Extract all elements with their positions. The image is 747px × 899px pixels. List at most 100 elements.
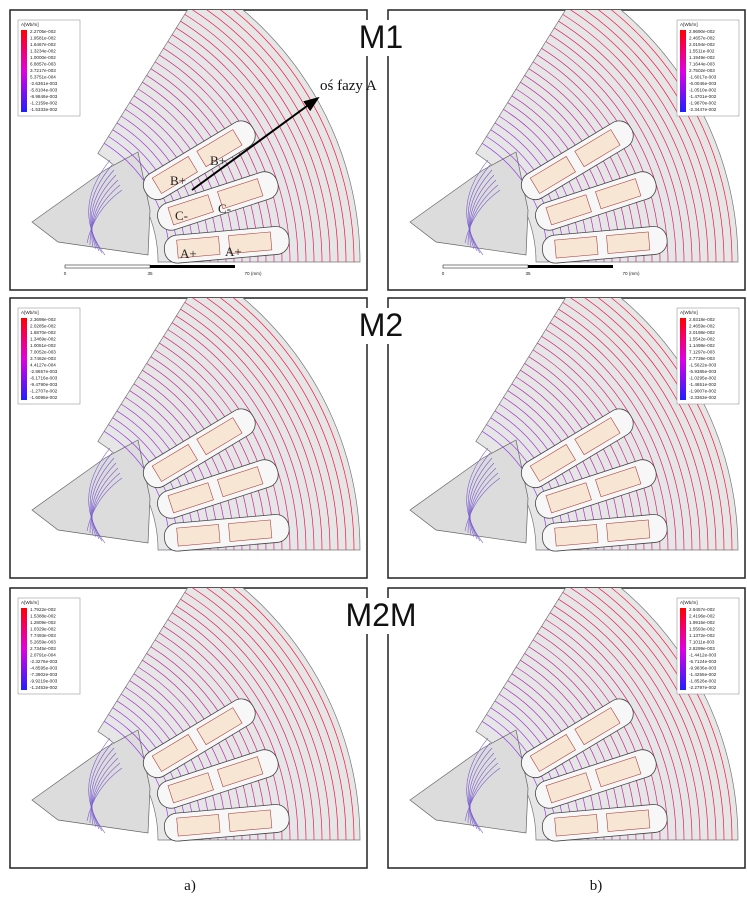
legend-value: 7.1011e-003 [689, 640, 715, 645]
motor-section [409, 298, 739, 552]
flux-line [176, 315, 307, 551]
legend-value: 2.4196e-002 [689, 614, 715, 619]
coil [217, 756, 264, 788]
legend-value: 1.6870e-002 [30, 330, 56, 335]
rotor-flux-line [86, 767, 123, 822]
row-label: M1 [359, 19, 403, 55]
legend-colorbar [21, 608, 27, 690]
row-label-bg [321, 20, 441, 56]
legend-value: -1.0510e-002 [689, 88, 717, 93]
slot [520, 698, 634, 779]
legend-value: -1.0295e-002 [689, 376, 717, 381]
legend-value: -2.3276e-003 [30, 659, 58, 664]
legend-value: 2.0791e-004 [30, 653, 56, 658]
slot [535, 171, 657, 231]
rotor [31, 729, 151, 834]
legend-value: 2.0194e-002 [689, 42, 715, 47]
coil [176, 524, 221, 547]
legend-value: 5.2659e-003 [30, 640, 56, 645]
slot [535, 459, 657, 519]
scale-bar-white [442, 264, 529, 269]
legend-colorbar [680, 318, 686, 400]
coil [554, 814, 599, 837]
flux-line [167, 329, 291, 551]
coil [167, 482, 214, 514]
legend-colorbar [21, 30, 27, 112]
coil [529, 734, 576, 772]
rotor-flux-line [89, 742, 113, 832]
column-label: a) [184, 878, 196, 894]
axis-arrow [191, 96, 320, 191]
scale-label: 0 [64, 271, 67, 276]
legend-value: -1.8526e-002 [689, 679, 717, 684]
flux-line [220, 298, 347, 551]
panel: A[Wb/m] 2.9690e-002 2.4657e-0022.0194e-002… [387, 9, 746, 291]
panel: A[Wb/m] 2.2705e-002 1.9581e-0021.6467e-002… [9, 9, 377, 291]
legend-value: 2.2705e-002 [30, 29, 56, 34]
legend-value: 1.7922e-002 [30, 607, 56, 612]
legend-value: 1.5593e-002 [689, 627, 715, 632]
coil [217, 466, 264, 498]
slot [142, 698, 256, 779]
legend-value: -1.2453e-002 [30, 685, 58, 690]
legend-box [676, 19, 740, 117]
legend-value: 1.5511e-002 [689, 49, 715, 54]
scale-bar-black [150, 265, 235, 268]
legend-value: -1.5333e-002 [30, 107, 58, 112]
rotor-flux-line [88, 159, 111, 256]
legend-value: -2.2797e-002 [689, 685, 717, 690]
rotor-flux-line [469, 752, 495, 828]
coil [196, 707, 243, 746]
flux-line [176, 27, 307, 263]
legend-value: 2.9457e-002 [689, 607, 715, 612]
coil [606, 231, 651, 254]
legend-value: 1.6467e-002 [30, 42, 56, 47]
scale-bar-white [64, 264, 151, 269]
scale-label: 0 [442, 271, 445, 276]
legend-value: -1.6095e-002 [30, 395, 58, 400]
panel: A[Wb/m] 2.9457e-002 2.4196e-0021.9915e-002… [387, 587, 746, 869]
rotor-flux-line [91, 747, 115, 830]
row-label: M2 [359, 307, 403, 343]
flux-line [171, 34, 299, 263]
legend-value: 1.5542e-002 [689, 337, 715, 342]
flux-line [562, 302, 701, 551]
flux-line [180, 308, 315, 551]
rotor-flux-line [467, 164, 491, 254]
legend-colorbar [680, 608, 686, 690]
legend-value: -5.9385e-003 [689, 369, 717, 374]
flux-line [549, 322, 677, 551]
rotor-flux-line [88, 737, 111, 834]
legend-value: -1.4651e-002 [689, 382, 717, 387]
slot [535, 749, 657, 809]
legend-value: 2.7345e-003 [30, 646, 56, 651]
legend-value: 2.4659e-002 [689, 324, 715, 329]
flux-line [558, 598, 693, 841]
coil [606, 809, 651, 832]
rotor-flux-line [89, 184, 121, 246]
coil [176, 814, 221, 837]
coil [228, 519, 273, 542]
coil [167, 772, 214, 804]
legend-value: -6.1716e-003 [30, 376, 58, 381]
legend-value: 1.3234e-002 [30, 49, 56, 54]
flux-line [206, 588, 339, 841]
rotor-flux-line [464, 767, 501, 822]
flux-line [180, 20, 315, 263]
flux-line [192, 588, 331, 841]
legend-value: -5.7124e-003 [689, 659, 717, 664]
flux-line [554, 315, 685, 551]
legend-title: A[Wb/m] [21, 600, 39, 605]
motor-section [31, 10, 361, 264]
coil-label: C- [175, 208, 188, 223]
legend-value: 1.9581e-002 [30, 36, 56, 41]
coil-label: C- [218, 201, 231, 216]
coil [545, 482, 592, 514]
legend-value: -1.4412e-003 [689, 653, 717, 658]
coil [554, 524, 599, 547]
scale-label: 70 (mm) [622, 271, 640, 276]
rotor-flux-line [464, 477, 501, 532]
rotor [31, 151, 151, 256]
rotor-flux-line [91, 462, 117, 538]
flux-line [171, 322, 299, 551]
